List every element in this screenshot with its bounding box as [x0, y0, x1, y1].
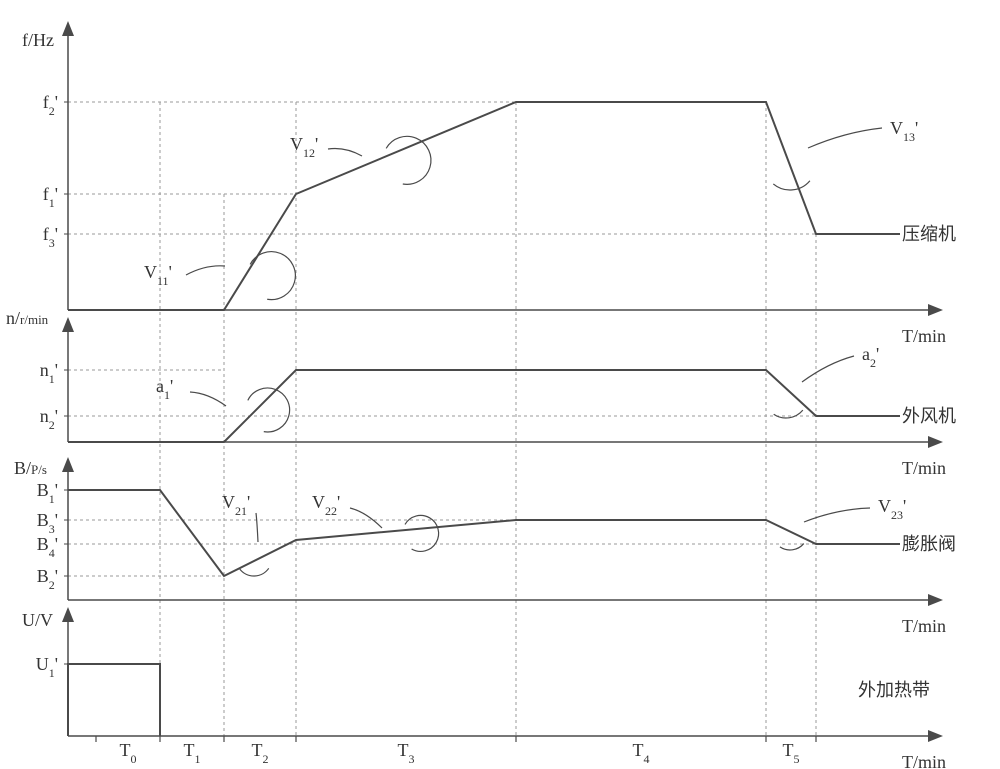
heater-curve [68, 664, 160, 736]
time-label: T5 [783, 740, 800, 766]
fan-annot-a1: a1' [156, 376, 173, 402]
fan-leader-a1 [190, 392, 226, 406]
compressor-ytick: f2' [43, 92, 58, 118]
fan-y-title: n/r/min [6, 308, 49, 328]
valve-angle-V21 [240, 568, 269, 576]
compressor-x-axis-label: T/min [902, 326, 946, 346]
valve-curve [68, 490, 900, 576]
compressor-angle-V13 [773, 181, 810, 190]
time-label: T1 [184, 740, 201, 766]
fan-angle-a2 [774, 410, 803, 418]
compressor-annot-V11: V11' [144, 262, 172, 288]
compressor-annot-V12: V12' [290, 134, 318, 160]
compressor-angle-V12 [386, 136, 431, 184]
heater-ytick: U1' [36, 654, 58, 680]
heater-right-label: 外加热带 [858, 680, 930, 700]
valve-ytick: B3' [37, 510, 58, 536]
compressor-leader-V13 [808, 128, 882, 148]
compressor-curve [68, 102, 900, 310]
fan-x-axis-label: T/min [902, 458, 946, 478]
heater-y-title: U/V [22, 610, 53, 630]
valve-ytick: B2' [37, 566, 58, 592]
time-label: T4 [633, 740, 650, 766]
compressor-right-label: 压缩机 [902, 224, 956, 244]
valve-annot-V23: V23' [878, 496, 906, 522]
time-label: T0 [120, 740, 137, 766]
compressor-y-title: f/Hz [22, 30, 54, 50]
compressor-ytick: f1' [43, 184, 58, 210]
valve-leader-V22 [350, 508, 382, 528]
valve-angle-V23 [780, 544, 804, 550]
fan-angle-a1 [248, 388, 290, 432]
valve-leader-V23 [804, 508, 870, 522]
valve-y-title: B/P/s [14, 458, 47, 478]
heater-x-axis-label: T/min [902, 752, 946, 769]
valve-leader-V21 [256, 513, 258, 542]
fan-leader-a2 [802, 356, 854, 382]
fan-ytick: n1' [40, 360, 58, 386]
compressor-leader-V11 [186, 266, 225, 275]
valve-ytick: B1' [37, 480, 58, 506]
time-label: T3 [398, 740, 415, 766]
compressor-annot-V13: V13' [890, 118, 918, 144]
valve-annot-V22: V22' [312, 492, 340, 518]
multi-panel-timing-chart: T/min f/Hz f2' f1' f3' V11' V12' V13' 压缩机 T/min n/… [0, 0, 1000, 769]
time-label: T2 [252, 740, 269, 766]
valve-angle-V22 [405, 515, 439, 551]
fan-annot-a2: a2' [862, 344, 879, 370]
valve-ytick: B4' [37, 534, 58, 560]
valve-x-axis-label: T/min [902, 616, 946, 636]
fan-right-label: 外风机 [902, 406, 956, 426]
valve-annot-V21: V21' [222, 492, 250, 518]
valve-right-label: 膨胀阀 [902, 534, 956, 554]
fan-curve [68, 370, 900, 442]
compressor-leader-V12 [328, 148, 362, 156]
fan-ytick: n2' [40, 406, 58, 432]
compressor-angle-V11 [250, 252, 295, 300]
compressor-ytick: f3' [43, 224, 58, 250]
